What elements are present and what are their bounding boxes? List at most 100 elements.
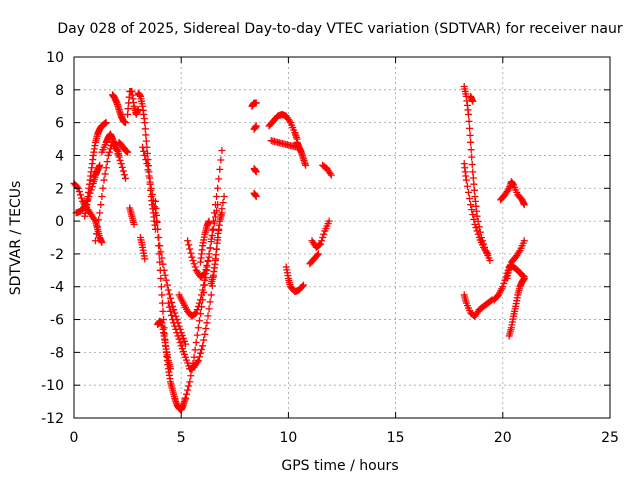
x-axis-title: GPS time / hours xyxy=(281,458,398,474)
data-point xyxy=(98,238,106,246)
data-point xyxy=(184,386,192,394)
data-point xyxy=(199,286,207,294)
data-point xyxy=(169,302,177,310)
data-point xyxy=(299,281,307,289)
data-point xyxy=(285,117,293,125)
data-point xyxy=(467,146,475,154)
data-point xyxy=(151,197,159,205)
data-point xyxy=(204,257,212,265)
data-point xyxy=(252,168,260,176)
data-points xyxy=(70,83,528,414)
data-point xyxy=(155,250,163,258)
data-point xyxy=(141,255,149,263)
data-point xyxy=(142,131,150,139)
y-tick-label: 2 xyxy=(55,181,64,197)
data-point xyxy=(158,291,166,299)
data-point xyxy=(302,161,310,169)
y-tick-label: -12 xyxy=(41,411,64,427)
chart-title: Day 028 of 2025, Sidereal Day-to-day VTE… xyxy=(57,21,623,37)
data-point xyxy=(171,322,179,330)
data-point xyxy=(469,211,477,219)
x-tick-label: 0 xyxy=(70,430,79,446)
data-point xyxy=(188,253,196,261)
data-point xyxy=(146,178,154,186)
data-point xyxy=(207,235,215,243)
data-point xyxy=(319,234,327,241)
data-point xyxy=(471,220,479,228)
data-point xyxy=(218,209,226,217)
data-point xyxy=(170,306,178,314)
y-tick-label: -6 xyxy=(50,313,64,329)
data-point xyxy=(467,138,475,146)
data-point xyxy=(520,237,528,245)
data-point xyxy=(252,99,260,107)
data-point xyxy=(166,294,174,302)
data-point xyxy=(199,342,207,350)
axis-ticks xyxy=(73,56,611,419)
data-point xyxy=(515,248,523,256)
data-point xyxy=(124,148,132,156)
data-point xyxy=(201,276,209,284)
data-point xyxy=(168,298,176,306)
data-point xyxy=(102,164,110,172)
data-point xyxy=(198,345,206,353)
data-point xyxy=(195,317,203,325)
x-tick-label: 25 xyxy=(601,430,619,446)
data-point xyxy=(474,230,482,238)
data-point xyxy=(185,241,193,249)
data-point xyxy=(208,226,216,234)
data-point xyxy=(119,167,127,175)
data-point xyxy=(154,225,162,233)
data-point xyxy=(101,170,109,178)
data-point xyxy=(105,148,113,156)
data-point xyxy=(252,192,260,200)
data-point xyxy=(462,176,470,184)
data-point xyxy=(190,260,198,268)
y-tick-label: -8 xyxy=(50,345,64,361)
data-point xyxy=(116,156,124,164)
data-point xyxy=(504,186,512,194)
data-point xyxy=(93,230,101,238)
plot-frame xyxy=(73,56,611,419)
data-point xyxy=(467,201,475,209)
y-tick-label: 6 xyxy=(55,116,64,132)
data-point xyxy=(141,125,149,133)
data-point xyxy=(103,158,111,166)
data-point xyxy=(154,234,162,241)
data-point xyxy=(520,275,528,283)
data-point xyxy=(298,282,306,290)
data-point xyxy=(73,183,81,191)
data-point xyxy=(193,306,201,314)
data-point xyxy=(200,270,208,278)
data-point xyxy=(466,195,474,203)
data-point xyxy=(172,325,180,333)
data-point xyxy=(463,182,471,190)
data-point xyxy=(140,147,148,155)
data-point xyxy=(207,291,215,299)
data-point xyxy=(214,184,222,192)
y-tick-label: 0 xyxy=(55,214,64,230)
data-point xyxy=(213,192,221,200)
data-point xyxy=(181,340,189,348)
data-point xyxy=(173,329,181,337)
data-point xyxy=(166,307,174,315)
data-point xyxy=(473,227,481,235)
tick-labels: 0 5 10 15 20 25 -12 -10 -8 -6 -4 -2 0 2 4 6 8 10 xyxy=(41,50,619,446)
data-point xyxy=(166,365,174,373)
data-point xyxy=(196,296,204,304)
data-point xyxy=(325,217,333,225)
data-point xyxy=(205,253,213,261)
data-point xyxy=(175,335,183,343)
data-point xyxy=(313,251,321,259)
data-point xyxy=(141,151,149,159)
data-point xyxy=(158,254,166,262)
data-point xyxy=(130,220,138,228)
data-point xyxy=(218,147,226,155)
data-point xyxy=(252,122,260,130)
data-point xyxy=(148,190,156,198)
data-point xyxy=(95,216,103,224)
data-point xyxy=(169,316,177,324)
data-point xyxy=(468,153,476,161)
data-point xyxy=(502,273,510,281)
data-point xyxy=(121,174,129,182)
